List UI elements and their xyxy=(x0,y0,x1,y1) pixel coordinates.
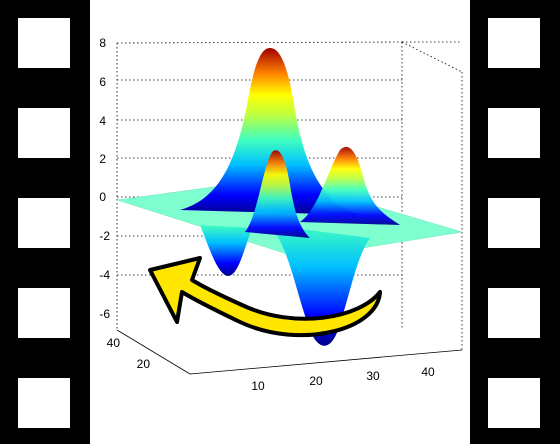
surface-peak-main xyxy=(180,48,360,215)
curved-arrow-left-icon[interactable] xyxy=(148,256,382,337)
surface-trough-small xyxy=(200,225,252,276)
film-perforation xyxy=(488,198,540,248)
z-tick-label: 2 xyxy=(99,152,106,166)
film-perforation xyxy=(488,288,540,338)
film-perforation xyxy=(18,378,70,428)
z-tick-label: -6 xyxy=(99,307,110,321)
axis-lines xyxy=(116,329,463,375)
x-axis-ticks: 10 20 30 40 xyxy=(251,365,435,393)
animation-frame: 8 6 4 2 0 -2 -4 -6 40 20 10 20 30 40 xyxy=(90,0,470,444)
film-perforation xyxy=(18,18,70,68)
x-tick-label: 20 xyxy=(309,374,323,388)
y-tick-label: 20 xyxy=(137,357,151,371)
film-perforation xyxy=(18,108,70,158)
film-strip-right xyxy=(470,0,560,444)
film-perforation xyxy=(18,288,70,338)
z-tick-label: 6 xyxy=(99,75,106,89)
film-perforation xyxy=(488,378,540,428)
y-axis-ticks: 40 20 xyxy=(107,336,151,371)
film-perforation xyxy=(488,108,540,158)
z-tick-label: -4 xyxy=(99,268,110,282)
x-tick-label: 10 xyxy=(251,379,265,393)
z-tick-label: 4 xyxy=(99,114,106,128)
z-tick-label: 0 xyxy=(99,190,106,204)
x-tick-label: 30 xyxy=(366,369,380,383)
surface-trough-large xyxy=(270,225,370,346)
z-tick-label: -2 xyxy=(99,229,110,243)
film-perforation xyxy=(488,18,540,68)
surface-peak-secondary xyxy=(245,150,310,238)
x-tick-label: 40 xyxy=(421,365,435,379)
film-strip-left xyxy=(0,0,90,444)
z-tick-label: 8 xyxy=(99,36,106,50)
film-perforation xyxy=(18,198,70,248)
z-axis-ticks: 8 6 4 2 0 -2 -4 -6 xyxy=(99,36,110,321)
y-tick-label: 40 xyxy=(107,336,121,350)
surface-plot: 8 6 4 2 0 -2 -4 -6 40 20 10 20 30 40 xyxy=(99,36,463,393)
surface-peak-tertiary xyxy=(300,146,400,225)
